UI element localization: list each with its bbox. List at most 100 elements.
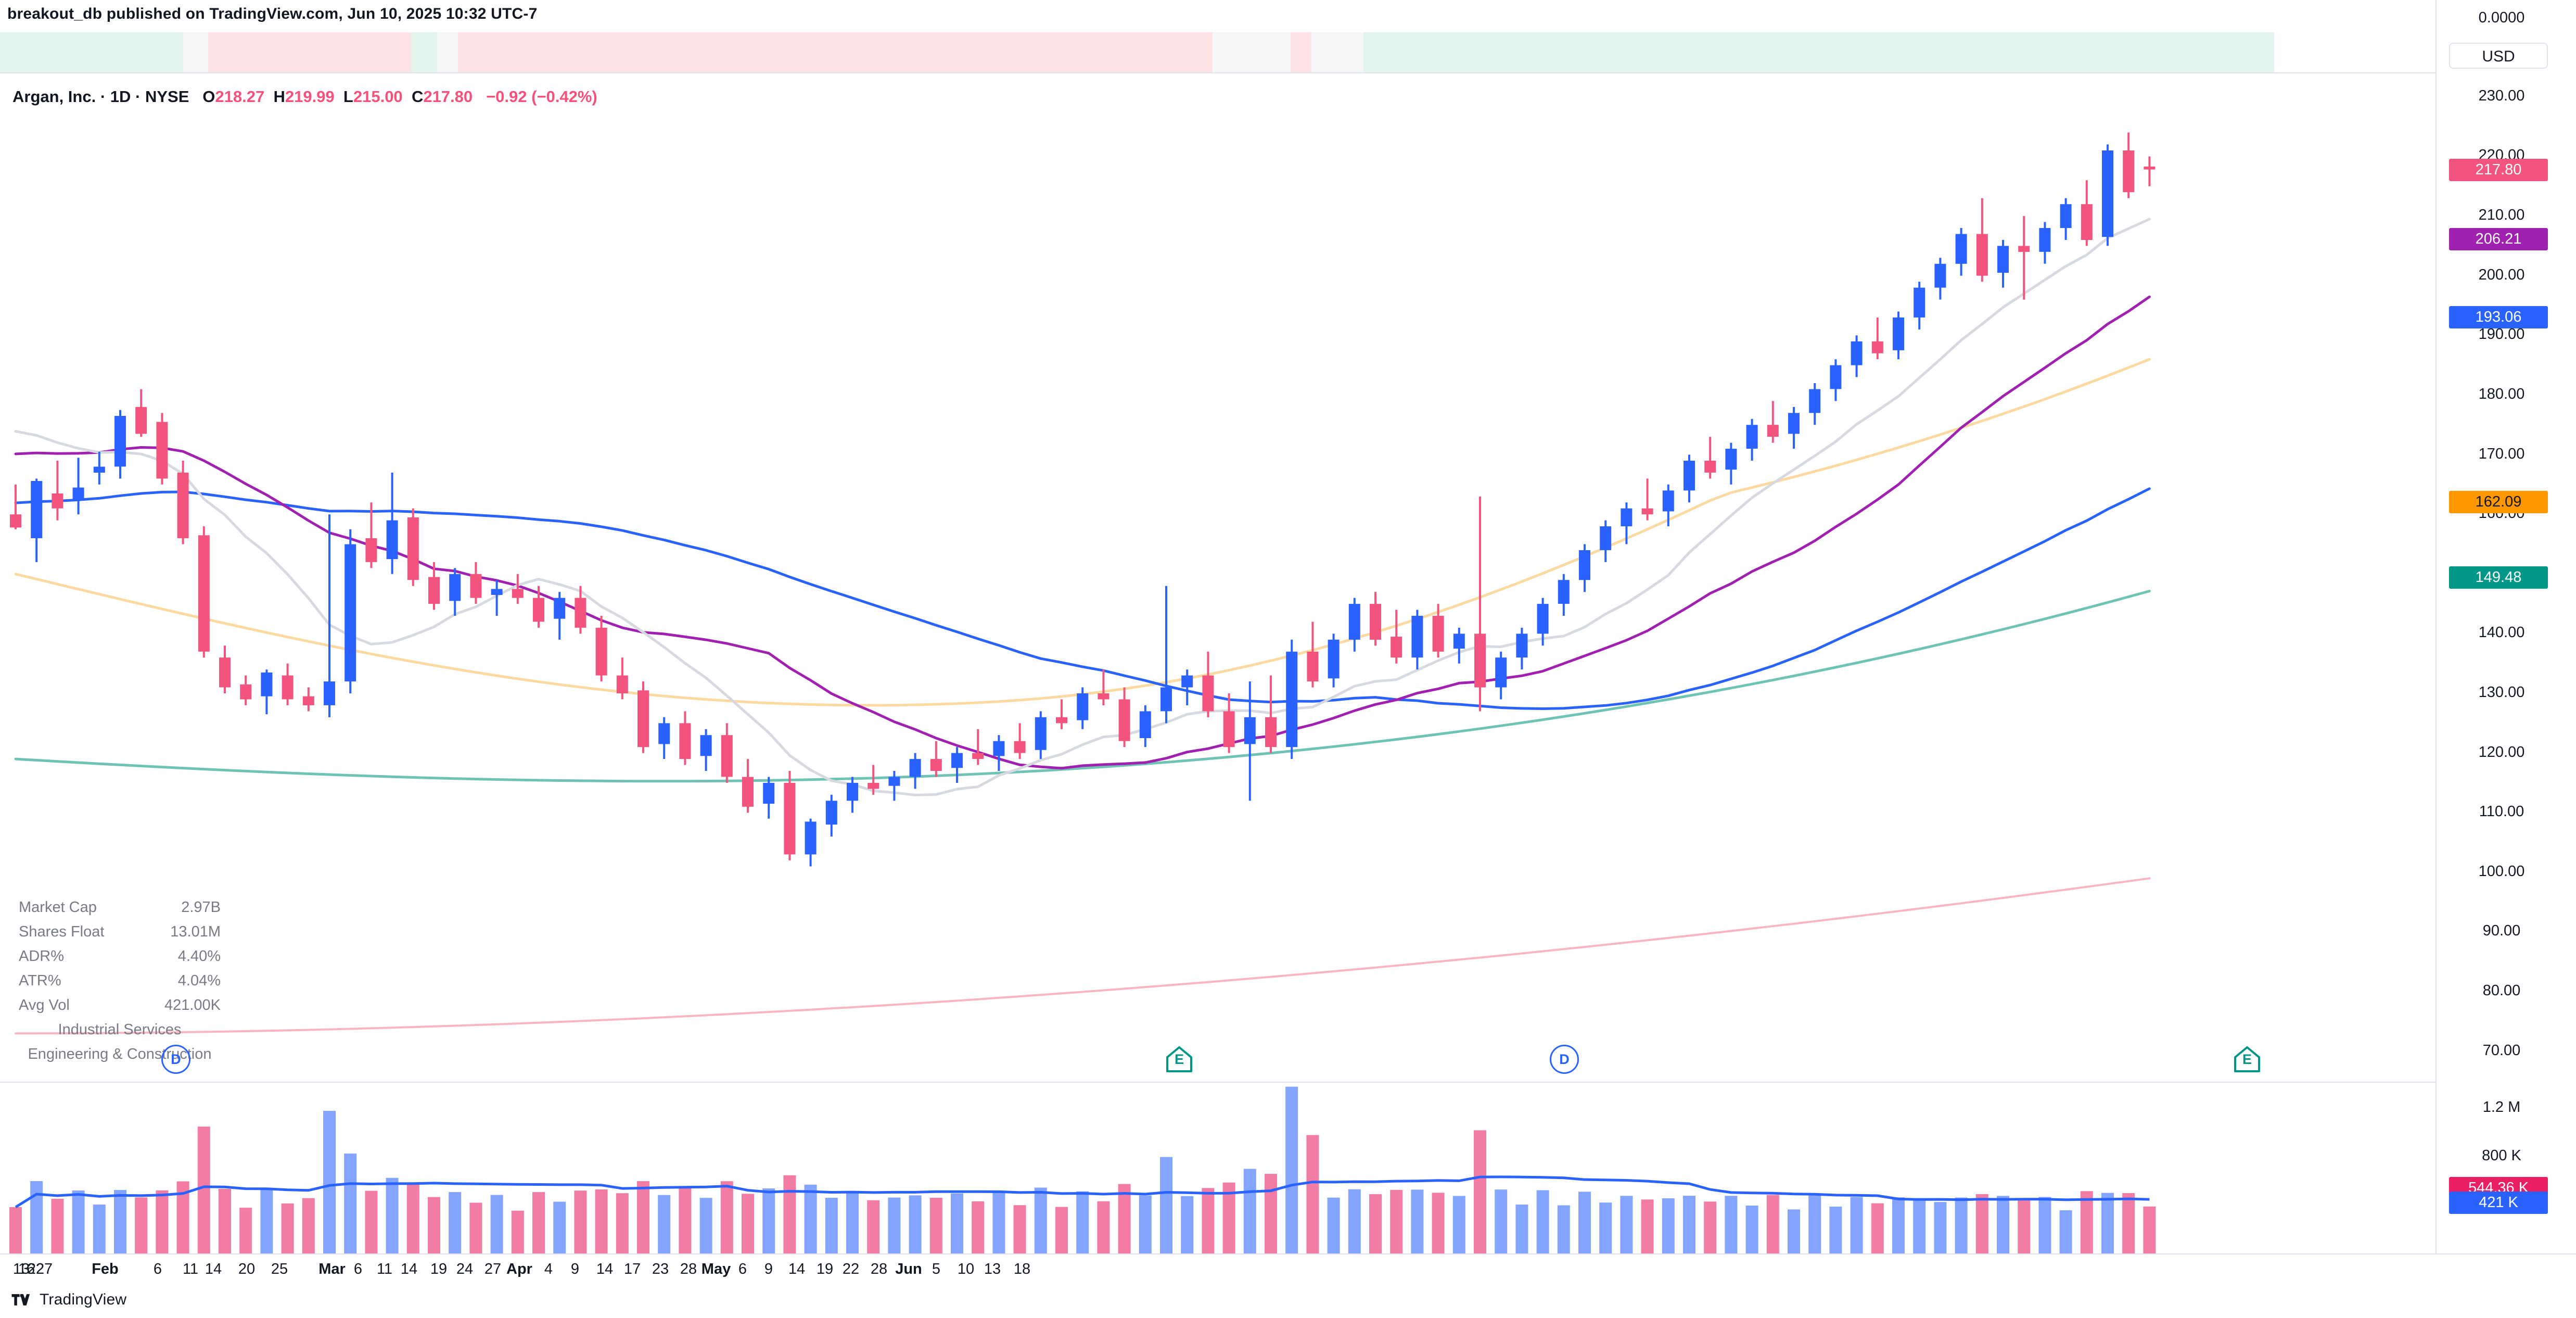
- candlestick[interactable]: [1600, 520, 1612, 562]
- candlestick[interactable]: [1893, 311, 1904, 360]
- candlestick[interactable]: [805, 818, 817, 867]
- candlestick[interactable]: [930, 741, 942, 777]
- ma-200-badge[interactable]: 149.48: [2449, 566, 2548, 589]
- candlestick[interactable]: [324, 514, 335, 717]
- candlestick[interactable]: [1118, 687, 1130, 747]
- candlestick[interactable]: [282, 663, 294, 705]
- candlestick[interactable]: [135, 389, 147, 437]
- candlestick[interactable]: [93, 451, 105, 485]
- candlestick[interactable]: [637, 681, 649, 753]
- candlestick[interactable]: [2060, 198, 2072, 240]
- candlestick[interactable]: [1788, 407, 1800, 449]
- candlestick[interactable]: [1746, 419, 1758, 461]
- candlestick[interactable]: [386, 472, 398, 574]
- candlestick[interactable]: [972, 729, 984, 765]
- candlestick[interactable]: [428, 562, 440, 610]
- candlestick[interactable]: [1976, 198, 1988, 282]
- candlestick[interactable]: [31, 478, 43, 562]
- candlestick[interactable]: [1621, 502, 1633, 544]
- dividend-marker-1[interactable]: D: [161, 1045, 190, 1074]
- candlestick[interactable]: [407, 508, 419, 586]
- candlestick[interactable]: [825, 794, 837, 837]
- volume-pane[interactable]: [0, 1084, 2435, 1253]
- candlestick[interactable]: [1348, 598, 1360, 652]
- candlestick[interactable]: [2123, 132, 2135, 198]
- candlestick[interactable]: [1662, 484, 1674, 526]
- candlestick[interactable]: [1202, 651, 1214, 717]
- candlestick[interactable]: [1684, 454, 1695, 503]
- candlestick[interactable]: [1495, 651, 1507, 700]
- tradingview-branding[interactable]: TradingView: [11, 1291, 126, 1309]
- legend-symbol[interactable]: Argan, Inc.: [12, 87, 96, 106]
- candlestick[interactable]: [1767, 401, 1779, 443]
- candlestick[interactable]: [2039, 222, 2051, 264]
- candlestick[interactable]: [219, 645, 231, 693]
- candlestick[interactable]: [1014, 723, 1026, 759]
- ma-150-badge[interactable]: 162.09: [2449, 491, 2548, 514]
- candlestick[interactable]: [1871, 317, 1883, 360]
- candlestick[interactable]: [1161, 586, 1172, 724]
- currency-pill[interactable]: USD: [2449, 43, 2548, 69]
- candlestick[interactable]: [700, 729, 712, 771]
- candlestick[interactable]: [575, 586, 586, 634]
- candlestick[interactable]: [1391, 610, 1402, 664]
- candlestick[interactable]: [888, 771, 900, 801]
- price-pane[interactable]: [0, 73, 2435, 1081]
- candlestick[interactable]: [261, 669, 273, 715]
- candlestick[interactable]: [1453, 627, 1465, 664]
- ma-50-badge[interactable]: 193.06: [2449, 306, 2548, 329]
- candlestick[interactable]: [10, 484, 21, 529]
- candlestick[interactable]: [2081, 180, 2093, 246]
- candlestick[interactable]: [2102, 144, 2113, 246]
- ma-21-badge[interactable]: 206.21: [2449, 227, 2548, 250]
- candlestick[interactable]: [1286, 639, 1298, 759]
- candlestick[interactable]: [1098, 669, 1110, 705]
- candlestick[interactable]: [72, 458, 84, 515]
- candlestick[interactable]: [533, 586, 544, 628]
- dividend-marker-2[interactable]: D: [1550, 1045, 1579, 1074]
- candlestick[interactable]: [114, 410, 126, 479]
- candlestick[interactable]: [847, 777, 858, 813]
- last-price-badge[interactable]: 217.80: [2449, 158, 2548, 181]
- candlestick[interactable]: [1328, 633, 1340, 688]
- candlestick[interactable]: [2018, 216, 2030, 300]
- time-axis[interactable]: 13 16 22 27 Feb 6 11 14 20 25 Mar 6 11 14 19 24 27 Apr 4 9 1…: [0, 1254, 2576, 1287]
- candlestick[interactable]: [1370, 592, 1381, 646]
- candlestick[interactable]: [1307, 622, 1319, 688]
- candlestick[interactable]: [554, 592, 566, 640]
- candlestick[interactable]: [2144, 156, 2156, 186]
- candlestick[interactable]: [763, 777, 775, 819]
- candlestick[interactable]: [616, 657, 628, 700]
- candlestick[interactable]: [1077, 687, 1089, 729]
- candlestick[interactable]: [177, 461, 189, 544]
- candlestick[interactable]: [1139, 705, 1151, 747]
- candlestick[interactable]: [951, 747, 963, 783]
- candlestick[interactable]: [512, 574, 524, 604]
- candlestick[interactable]: [1725, 442, 1737, 485]
- symbol-legend[interactable]: Argan, Inc. · 1D · NYSE O218.27 H219.99 …: [12, 87, 597, 106]
- candlestick[interactable]: [302, 687, 314, 712]
- candlestick[interactable]: [491, 580, 503, 616]
- candlestick[interactable]: [156, 413, 168, 485]
- candlestick[interactable]: [679, 711, 691, 765]
- candlestick[interactable]: [1914, 282, 1925, 330]
- candlestick[interactable]: [1537, 598, 1549, 646]
- pane-divider[interactable]: [0, 1082, 2435, 1083]
- candlestick[interactable]: [1181, 669, 1193, 705]
- candlestick[interactable]: [1056, 699, 1067, 729]
- candlestick[interactable]: [868, 765, 879, 795]
- candlestick[interactable]: [1516, 627, 1528, 670]
- candlestick[interactable]: [1997, 239, 2009, 288]
- candlestick[interactable]: [784, 771, 796, 860]
- candlestick[interactable]: [993, 735, 1005, 771]
- candlestick[interactable]: [1474, 496, 1486, 712]
- volume-ma-badge[interactable]: 421 K: [2449, 1192, 2548, 1214]
- candlestick[interactable]: [595, 616, 607, 682]
- price-axis[interactable]: 0.0000 USD 230.00 220.00 210.00 200.00 190.0…: [2437, 0, 2576, 1318]
- earnings-marker-1[interactable]: E: [1165, 1045, 1194, 1074]
- candlestick[interactable]: [1558, 574, 1570, 616]
- legend-interval[interactable]: 1D: [110, 87, 131, 106]
- candlestick[interactable]: [449, 568, 461, 616]
- candlestick[interactable]: [198, 526, 210, 658]
- candlestick[interactable]: [1244, 681, 1256, 801]
